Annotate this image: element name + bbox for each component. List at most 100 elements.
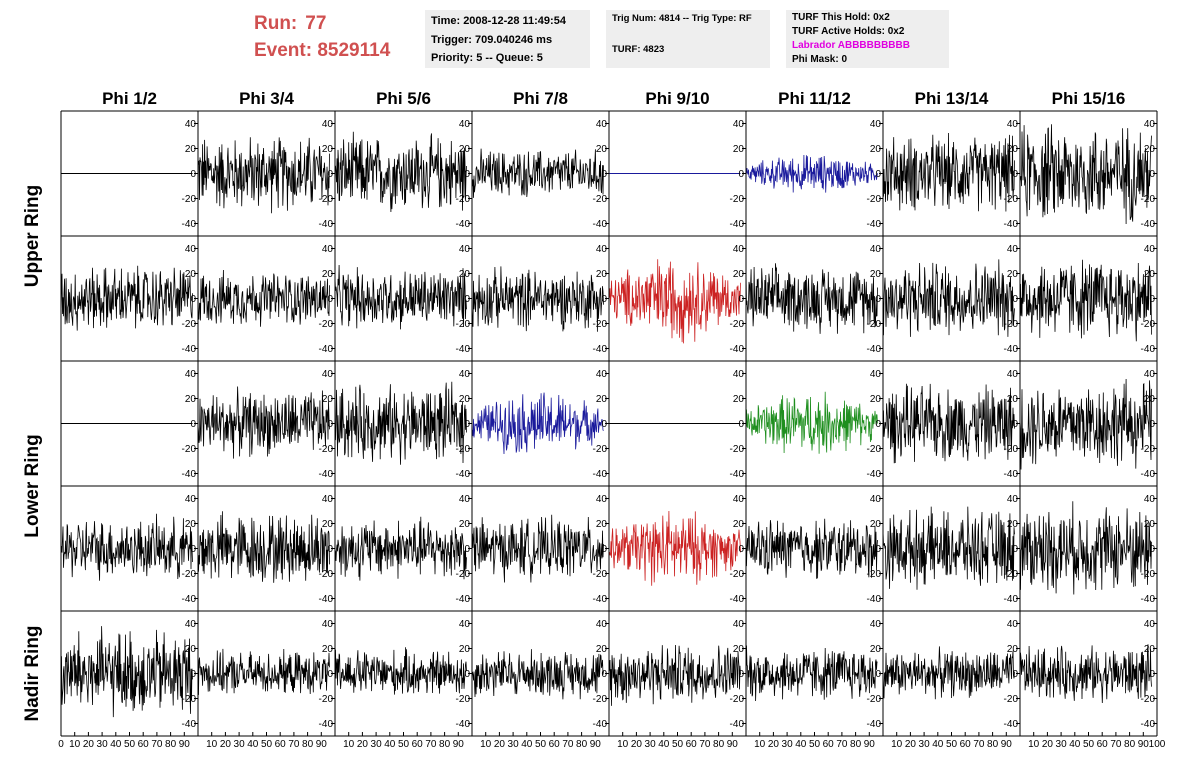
y-tick-label: -40 [1004,594,1019,605]
y-tick-label: -20 [730,194,745,205]
y-tick-label: -20 [593,444,608,455]
waveform-trace [1019,259,1152,342]
waveform-trace [60,513,193,581]
x-tick-label: 20 [83,739,95,750]
y-tick-label: 20 [322,394,334,405]
turf-active-holds-text: TURF Active Holds: 0x2 [792,26,905,37]
y-tick-label: -20 [1004,694,1019,705]
x-tick-label: 40 [658,739,670,750]
y-tick-label: -20 [730,694,745,705]
y-tick-label: -40 [730,594,745,605]
y-tick-label: 40 [870,119,882,130]
phi-mask-text: Phi Mask: 0 [792,54,848,65]
y-tick-label: 40 [870,494,882,505]
y-tick-label: 40 [185,369,197,380]
x-tick-label: 90 [316,739,328,750]
y-tick-label: 20 [322,144,334,155]
x-tick-label: 30 [919,739,931,750]
column-title: Phi 13/14 [915,89,989,108]
y-tick-label: 0 [190,169,196,180]
y-tick-label: 40 [1144,119,1156,130]
y-tick-label: -20 [730,569,745,580]
waveform-trace [1019,644,1152,704]
waveform-trace [608,644,741,706]
y-tick-label: 40 [322,619,334,630]
x-tick-label: 50 [1083,739,1095,750]
y-tick-label: -40 [867,719,882,730]
y-tick-label: 40 [322,369,334,380]
x-tick-label: 10 [617,739,629,750]
x-tick-label: 80 [576,739,588,750]
y-tick-label: 0 [738,419,744,430]
y-tick-label: -40 [593,469,608,480]
y-tick-label: 0 [601,169,607,180]
y-tick-label: 40 [1007,244,1019,255]
x-tick-label: 40 [932,739,944,750]
column-title: Phi 5/6 [376,89,431,108]
y-tick-label: -20 [1004,444,1019,455]
y-tick-label: 0 [601,294,607,305]
x-tick-label: 70 [288,739,300,750]
y-tick-label: 0 [601,419,607,430]
x-tick-label: 80 [439,739,451,750]
y-tick-label: 40 [1007,119,1019,130]
x-tick-label: 20 [905,739,917,750]
trigger-info-panel: Trig Num: 4814 -- Trig Type: RF TURF: 48… [606,10,770,68]
x-tick-label: 60 [1097,739,1109,750]
y-tick-label: 0 [464,544,470,555]
x-tick-label: 10 [69,739,81,750]
y-tick-label: -40 [456,344,471,355]
column-title: Phi 1/2 [102,89,157,108]
column-title: Phi 7/8 [513,89,568,108]
x-tick-label: 30 [371,739,383,750]
y-tick-label: 40 [185,244,197,255]
y-tick-label: -20 [456,194,471,205]
x-tick-label: 60 [549,739,561,750]
x-tick-label: 20 [220,739,232,750]
y-tick-label: -20 [1004,569,1019,580]
y-tick-label: 0 [875,419,881,430]
y-tick-label: 20 [1144,394,1156,405]
y-tick-label: -20 [867,694,882,705]
y-tick-label: 20 [870,519,882,530]
y-tick-label: 40 [733,119,745,130]
y-tick-label: -40 [1141,594,1156,605]
y-tick-label: 0 [327,169,333,180]
x-tick-label: 90 [179,739,191,750]
y-tick-label: -40 [1141,469,1156,480]
y-tick-label: 20 [1144,269,1156,280]
y-tick-label: 40 [459,494,471,505]
y-tick-label: 20 [733,394,745,405]
y-tick-label: 20 [733,269,745,280]
y-tick-label: 40 [870,244,882,255]
x-tick-label: 10 [1028,739,1040,750]
column-title: Phi 15/16 [1052,89,1126,108]
run-line: Run: 77 [254,10,390,37]
x-tick-label: 80 [987,739,999,750]
y-tick-label: -40 [319,219,334,230]
x-tick-label: 30 [508,739,520,750]
y-tick-label: -20 [182,444,197,455]
y-tick-label: 0 [190,544,196,555]
x-tick-label: 80 [302,739,314,750]
y-tick-label: 0 [190,669,196,680]
y-tick-label: 0 [738,669,744,680]
turf-this-hold-text: TURF This Hold: 0x2 [792,12,890,23]
y-tick-label: 40 [1144,494,1156,505]
y-tick-label: 40 [322,494,334,505]
y-tick-label: 0 [601,544,607,555]
y-tick-label: -20 [319,319,334,330]
x-tick-label: 20 [631,739,643,750]
y-tick-label: 20 [185,269,197,280]
y-tick-label: -40 [182,719,197,730]
x-tick-label: 40 [247,739,259,750]
x-tick-label: 50 [124,739,136,750]
turf-text: TURF: 4823 [612,44,665,55]
x-tick-label: 10 [891,739,903,750]
y-tick-label: 0 [464,419,470,430]
time-info-panel: Time: 2008-12-28 11:49:54 Trigger: 709.0… [425,10,590,68]
x-tick-label: 60 [275,739,287,750]
y-tick-label: 40 [596,619,608,630]
y-tick-label: -20 [730,319,745,330]
